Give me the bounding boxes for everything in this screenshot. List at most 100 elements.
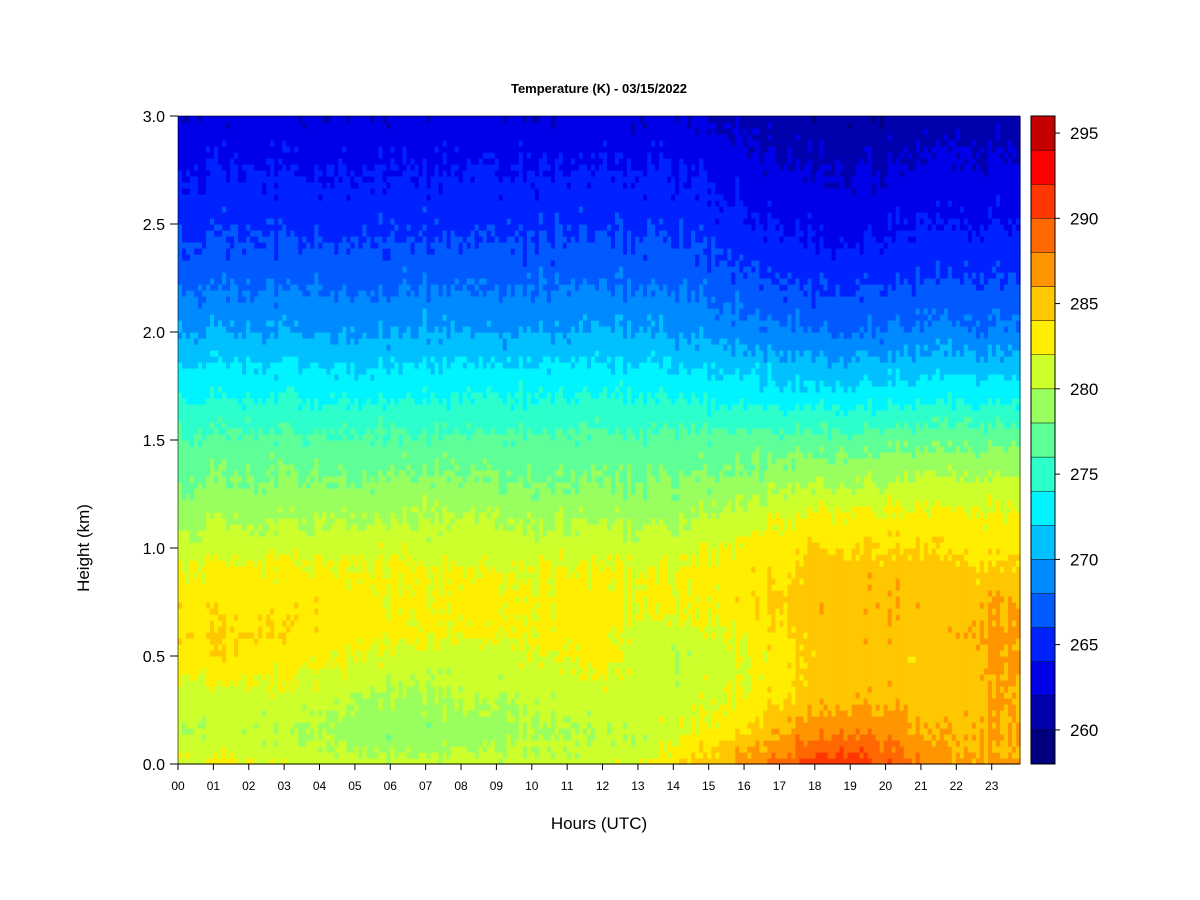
heatmap-cell [354,194,360,201]
heatmap-cell [218,530,223,537]
heatmap-cell [282,458,287,465]
heatmap-cell [262,482,267,489]
heatmap-cell [310,710,315,717]
heatmap-cell [262,620,267,627]
heatmap-cell [314,500,319,507]
heatmap-cell [202,566,207,573]
heatmap-cell [330,398,335,405]
heatmap-cell [294,608,299,615]
heatmap-cell [202,428,207,435]
heatmap-cell [286,170,291,177]
heatmap-cell [322,242,327,249]
heatmap-cell [306,248,311,255]
heatmap-cell [206,428,211,435]
heatmap-cell [306,722,311,729]
heatmap-cell [182,296,187,303]
heatmap-cell [346,488,352,495]
heatmap-cell [266,434,271,441]
heatmap-cell [338,230,343,237]
heatmap-cell [194,596,199,603]
heatmap-cell [314,674,319,681]
heatmap-cell [214,464,219,471]
heatmap-cell [230,758,235,765]
heatmap-cell [262,386,267,393]
heatmap-cell [342,530,347,537]
heatmap-cell [314,704,319,711]
heatmap-cell [318,218,323,225]
heatmap-cell [266,560,271,567]
heatmap-cell [262,422,267,429]
heatmap-cell [182,302,187,309]
heatmap-cell [310,668,315,675]
heatmap-cell [198,164,203,171]
heatmap-cell [222,638,227,645]
heatmap-cell [182,446,187,453]
heatmap-cell [206,314,211,321]
heatmap-cell [182,338,187,345]
heatmap-cell [294,224,299,231]
heatmap-cell [278,134,283,141]
heatmap-cell [330,368,335,375]
heatmap-cell [258,650,263,657]
heatmap-cell [182,530,187,537]
heatmap-cell [190,422,195,429]
heatmap-cell [194,734,199,741]
heatmap-cell [222,482,227,489]
heatmap-cell [218,158,223,165]
heatmap-cell [254,380,259,387]
heatmap-cell [202,458,207,465]
heatmap-cell [234,752,239,759]
heatmap-cell [306,260,311,267]
heatmap-cell [294,296,299,303]
heatmap-cell [202,734,207,741]
heatmap-cell [210,338,215,345]
heatmap-cell [354,140,360,147]
heatmap-cell [282,602,287,609]
heatmap-cell [190,416,195,423]
heatmap-cell [202,116,207,123]
heatmap-cell [178,206,183,213]
heatmap-cell [234,326,239,333]
heatmap-cell [302,152,307,159]
heatmap-cell [254,680,259,687]
heatmap-cell [338,254,343,261]
heatmap-cell [198,254,203,261]
heatmap-cell [182,170,187,177]
heatmap-cell [286,494,291,501]
heatmap-cell [210,182,215,189]
heatmap-cell [358,272,364,279]
heatmap-cell [222,560,227,567]
heatmap-cell [298,758,303,765]
heatmap-cell [298,320,303,327]
heatmap-cell [294,278,299,285]
heatmap-cell [334,182,339,189]
heatmap-cell [198,188,203,195]
heatmap-cell [194,662,199,669]
heatmap-cell [306,374,311,381]
heatmap-cell [346,482,352,489]
heatmap-cell [230,350,235,357]
heatmap-cell [330,182,335,189]
heatmap-cell [266,326,271,333]
heatmap-cell [218,512,223,519]
heatmap-cell [226,464,231,471]
heatmap-cell [326,620,331,627]
heatmap-cell [218,188,223,195]
heatmap-cell [178,524,183,531]
heatmap-cell [290,416,295,423]
heatmap-cell [290,266,295,273]
heatmap-cell [250,194,255,201]
heatmap-cell [330,530,335,537]
heatmap-cell [274,728,279,735]
heatmap-cell [190,206,195,213]
heatmap-cell [182,662,187,669]
heatmap-cell [286,254,291,261]
heatmap-cell [186,464,191,471]
heatmap-cell [234,338,239,345]
heatmap-cell [190,506,195,513]
heatmap-cell [314,734,319,741]
heatmap-cell [302,344,307,351]
heatmap-cell [254,170,259,177]
heatmap-cell [314,326,319,333]
heatmap-cell [278,254,283,261]
